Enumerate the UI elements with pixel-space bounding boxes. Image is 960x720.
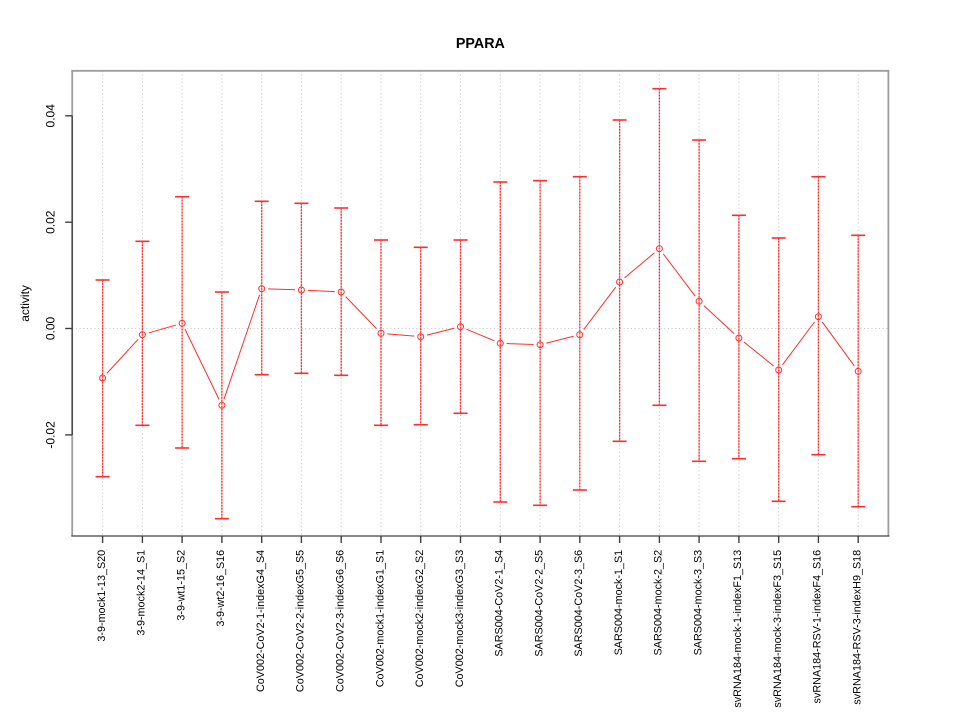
svg-text:SARS004-mock-3_S3: SARS004-mock-3_S3 [692, 550, 704, 656]
svg-text:3-9-mock2-14_S1: 3-9-mock2-14_S1 [136, 550, 148, 636]
svg-text:0.04: 0.04 [43, 104, 57, 128]
svg-text:3-9-wt1-15_S2: 3-9-wt1-15_S2 [175, 550, 187, 621]
svg-text:CoV002-mock2-indexG2_S2: CoV002-mock2-indexG2_S2 [414, 550, 426, 687]
svg-text:3-9-mock1-13_S20: 3-9-mock1-13_S20 [96, 550, 108, 642]
svg-text:svRNA184-RSV-1-indexF4_S16: svRNA184-RSV-1-indexF4_S16 [812, 550, 824, 704]
svg-text:svRNA184-mock-3-indexF3_S15: svRNA184-mock-3-indexF3_S15 [772, 550, 784, 708]
svg-text:CoV002-mock1-indexG1_S1: CoV002-mock1-indexG1_S1 [374, 550, 386, 687]
svg-text:PPARA: PPARA [456, 36, 505, 52]
svg-text:SARS004-mock-1_S1: SARS004-mock-1_S1 [613, 550, 625, 656]
svg-text:0.00: 0.00 [43, 316, 57, 340]
svg-text:SARS004-CoV2-3_S6: SARS004-CoV2-3_S6 [573, 550, 585, 657]
svg-text:CoV002-CoV2-1-indexG4_S4: CoV002-CoV2-1-indexG4_S4 [255, 550, 267, 692]
svg-text:SARS004-mock-2_S2: SARS004-mock-2_S2 [653, 550, 665, 656]
svg-text:svRNA184-mock-1-indexF1_S13: svRNA184-mock-1-indexF1_S13 [732, 550, 744, 708]
svg-text:-0.02: -0.02 [43, 421, 57, 449]
svg-text:SARS004-CoV2-2_S5: SARS004-CoV2-2_S5 [533, 550, 545, 657]
svg-text:0.02: 0.02 [43, 210, 57, 234]
svg-text:3-9-wt2-16_S16: 3-9-wt2-16_S16 [215, 550, 227, 627]
svg-text:SARS004-CoV2-1_S4: SARS004-CoV2-1_S4 [494, 550, 506, 657]
svg-text:svRNA184-RSV-3-indexH9_S18: svRNA184-RSV-3-indexH9_S18 [852, 550, 864, 705]
svg-text:CoV002-mock3-indexG3_S3: CoV002-mock3-indexG3_S3 [454, 550, 466, 687]
svg-text:CoV002-CoV2-3-indexG6_S6: CoV002-CoV2-3-indexG6_S6 [335, 550, 347, 692]
svg-text:activity: activity [18, 285, 32, 322]
svg-text:CoV002-CoV2-2-indexG5_S5: CoV002-CoV2-2-indexG5_S5 [295, 550, 307, 692]
